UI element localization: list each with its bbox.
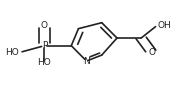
Text: O: O	[149, 48, 155, 57]
Text: HO: HO	[6, 48, 19, 57]
Text: N: N	[83, 57, 90, 66]
Text: HO: HO	[37, 58, 51, 67]
Text: OH: OH	[157, 21, 171, 30]
Text: P: P	[42, 41, 47, 50]
Text: O: O	[41, 21, 48, 30]
